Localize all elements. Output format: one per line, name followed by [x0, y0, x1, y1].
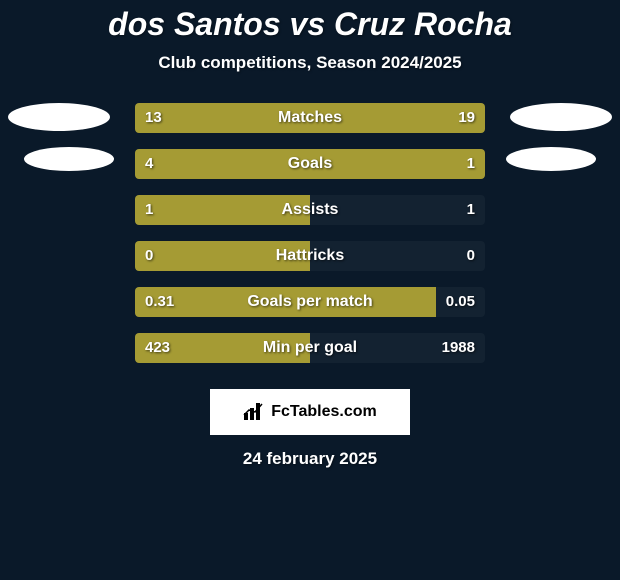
brand-badge: FcTables.com	[210, 389, 410, 435]
stat-value-right: 1	[467, 195, 475, 225]
footer-date: 24 february 2025	[0, 449, 620, 469]
team-right-badge	[506, 147, 596, 171]
stat-bar-left	[135, 149, 398, 179]
comparison-card: dos Santos vs Cruz Rocha Club competitio…	[0, 0, 620, 469]
stat-row: Goals41	[135, 149, 485, 179]
stats-area: Matches1319 Goals41 Assists11 Hattricks00 Go…	[0, 103, 620, 363]
stat-value-right: 1988	[442, 333, 475, 363]
stat-row: Goals per match0.310.05	[135, 287, 485, 317]
stat-row: Matches1319	[135, 103, 485, 133]
stat-bar-left	[135, 195, 310, 225]
stat-bar-left	[135, 287, 436, 317]
team-left-badge	[24, 147, 114, 171]
player-right-avatar	[510, 103, 612, 131]
comparison-bars: Matches1319 Goals41 Assists11 Hattricks00 Go…	[135, 103, 485, 363]
stat-bar-left	[135, 241, 310, 271]
stat-value-right: 0.05	[446, 287, 475, 317]
stat-bar-right	[398, 149, 486, 179]
brand-chart-icon	[243, 403, 265, 421]
page-subtitle: Club competitions, Season 2024/2025	[0, 53, 620, 73]
page-title: dos Santos vs Cruz Rocha	[0, 6, 620, 43]
stat-bar-right	[268, 103, 485, 133]
brand-text: FcTables.com	[271, 403, 377, 421]
stat-row: Assists11	[135, 195, 485, 225]
player-left-avatar	[8, 103, 110, 131]
stat-value-right: 0	[467, 241, 475, 271]
stat-row: Min per goal4231988	[135, 333, 485, 363]
stat-bar-left	[135, 103, 268, 133]
stat-row: Hattricks00	[135, 241, 485, 271]
stat-bar-left	[135, 333, 310, 363]
